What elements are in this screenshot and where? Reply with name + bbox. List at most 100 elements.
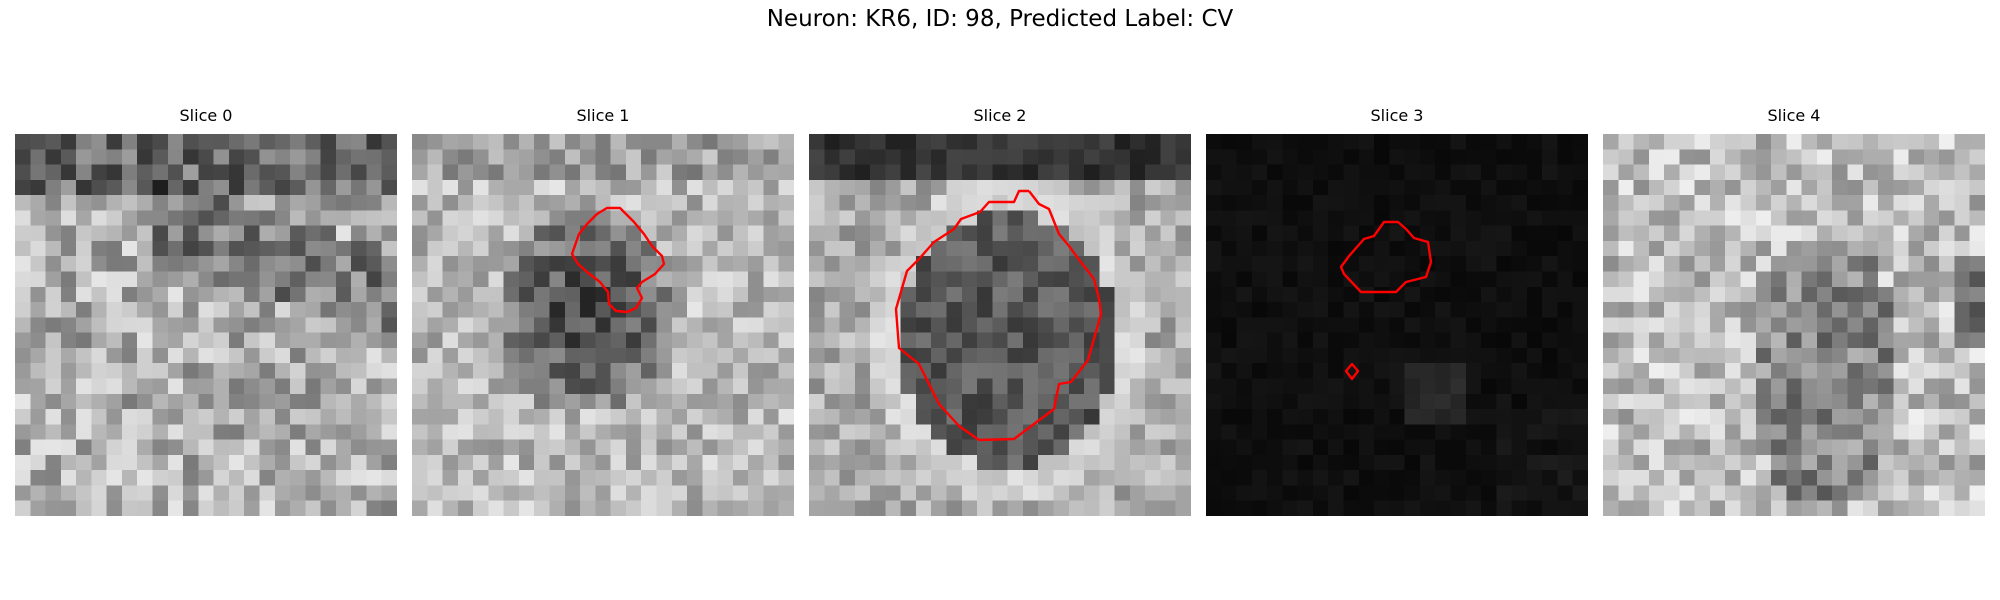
image-pixel bbox=[457, 286, 474, 303]
image-pixel bbox=[931, 500, 948, 516]
image-pixel bbox=[259, 424, 276, 441]
image-pixel bbox=[1618, 424, 1635, 441]
image-pixel bbox=[488, 393, 505, 410]
image-pixel bbox=[1664, 393, 1680, 410]
image-pixel bbox=[1389, 286, 1406, 303]
image-pixel bbox=[335, 409, 352, 425]
image-pixel bbox=[1939, 409, 1956, 425]
image-pixel bbox=[1603, 195, 1619, 211]
image-pixel bbox=[1847, 347, 1864, 364]
image-pixel bbox=[839, 378, 856, 395]
image-pixel bbox=[167, 179, 184, 196]
image-pixel bbox=[152, 302, 169, 318]
image-pixel bbox=[183, 378, 199, 395]
image-pixel bbox=[335, 454, 352, 471]
image-pixel bbox=[228, 424, 245, 441]
image-pixel bbox=[671, 302, 688, 318]
image-pixel bbox=[1038, 378, 1055, 395]
image-pixel bbox=[106, 149, 123, 166]
image-pixel bbox=[915, 210, 932, 227]
image-pixel bbox=[213, 470, 230, 487]
image-pixel bbox=[625, 225, 642, 242]
image-pixel bbox=[1267, 240, 1283, 257]
image-pixel bbox=[412, 302, 428, 318]
image-pixel bbox=[290, 378, 306, 395]
image-pixel bbox=[580, 500, 596, 516]
image-pixel bbox=[1633, 439, 1650, 456]
image-pixel bbox=[1435, 470, 1452, 487]
image-pixel bbox=[91, 409, 108, 425]
image-pixel bbox=[641, 149, 658, 166]
image-pixel bbox=[1297, 286, 1314, 303]
image-pixel bbox=[1038, 271, 1055, 288]
image-pixel bbox=[931, 424, 948, 441]
image-pixel bbox=[366, 424, 383, 441]
image-pixel bbox=[30, 347, 47, 364]
image-pixel bbox=[1404, 149, 1421, 166]
image-pixel bbox=[1297, 485, 1314, 502]
image-pixel bbox=[106, 164, 123, 181]
image-pixel bbox=[1679, 485, 1696, 502]
image-pixel bbox=[30, 500, 47, 516]
image-pixel bbox=[1939, 149, 1956, 166]
image-pixel bbox=[1542, 347, 1559, 364]
image-pixel bbox=[518, 225, 535, 242]
image-pixel bbox=[1084, 225, 1100, 242]
image-pixel bbox=[1771, 470, 1787, 487]
image-pixel bbox=[1740, 393, 1757, 410]
image-pixel bbox=[1038, 134, 1055, 150]
image-pixel bbox=[1725, 256, 1742, 273]
image-pixel bbox=[1709, 439, 1726, 456]
image-pixel bbox=[137, 393, 154, 410]
image-pixel bbox=[549, 240, 566, 257]
image-pixel bbox=[121, 347, 138, 364]
image-pixel bbox=[717, 470, 734, 487]
image-pixel bbox=[503, 195, 520, 211]
image-pixel bbox=[1160, 317, 1177, 334]
image-pixel bbox=[1114, 225, 1131, 242]
image-pixel bbox=[1145, 378, 1162, 395]
image-pixel bbox=[1664, 424, 1680, 441]
image-pixel bbox=[305, 363, 322, 380]
image-pixel bbox=[1084, 424, 1100, 441]
image-pixel bbox=[1832, 149, 1849, 166]
image-pixel bbox=[1709, 454, 1726, 471]
image-pixel bbox=[152, 485, 169, 502]
image-pixel bbox=[1404, 393, 1421, 410]
image-pixel bbox=[1114, 302, 1131, 318]
image-pixel bbox=[549, 317, 566, 334]
image-pixel bbox=[1282, 332, 1299, 349]
image-pixel bbox=[732, 225, 749, 242]
image-pixel bbox=[488, 149, 505, 166]
image-pixel bbox=[274, 210, 291, 227]
image-pixel bbox=[1022, 409, 1039, 425]
image-pixel bbox=[1206, 485, 1222, 502]
image-pixel bbox=[1404, 317, 1421, 334]
image-pixel bbox=[1053, 164, 1070, 181]
image-pixel bbox=[351, 470, 368, 487]
image-pixel bbox=[106, 347, 123, 364]
image-pixel bbox=[1969, 286, 1985, 303]
image-pixel bbox=[1145, 271, 1162, 288]
image-pixel bbox=[931, 134, 948, 150]
image-pixel bbox=[1557, 378, 1574, 395]
image-pixel bbox=[961, 409, 978, 425]
image-pixel bbox=[1206, 210, 1222, 227]
image-pixel bbox=[1297, 363, 1314, 380]
image-pixel bbox=[1816, 409, 1833, 425]
image-pixel bbox=[839, 179, 856, 196]
image-pixel bbox=[1572, 332, 1588, 349]
image-pixel bbox=[76, 302, 92, 318]
image-pixel bbox=[1084, 470, 1100, 487]
image-pixel bbox=[1374, 286, 1390, 303]
image-pixel bbox=[977, 225, 993, 242]
image-pixel bbox=[518, 470, 535, 487]
image-pixel bbox=[946, 409, 963, 425]
image-pixel bbox=[213, 424, 230, 441]
image-pixel bbox=[1007, 286, 1024, 303]
image-pixel bbox=[60, 210, 77, 227]
image-pixel bbox=[137, 363, 154, 380]
image-pixel bbox=[1129, 317, 1146, 334]
image-pixel bbox=[457, 500, 474, 516]
image-pixel bbox=[961, 134, 978, 150]
